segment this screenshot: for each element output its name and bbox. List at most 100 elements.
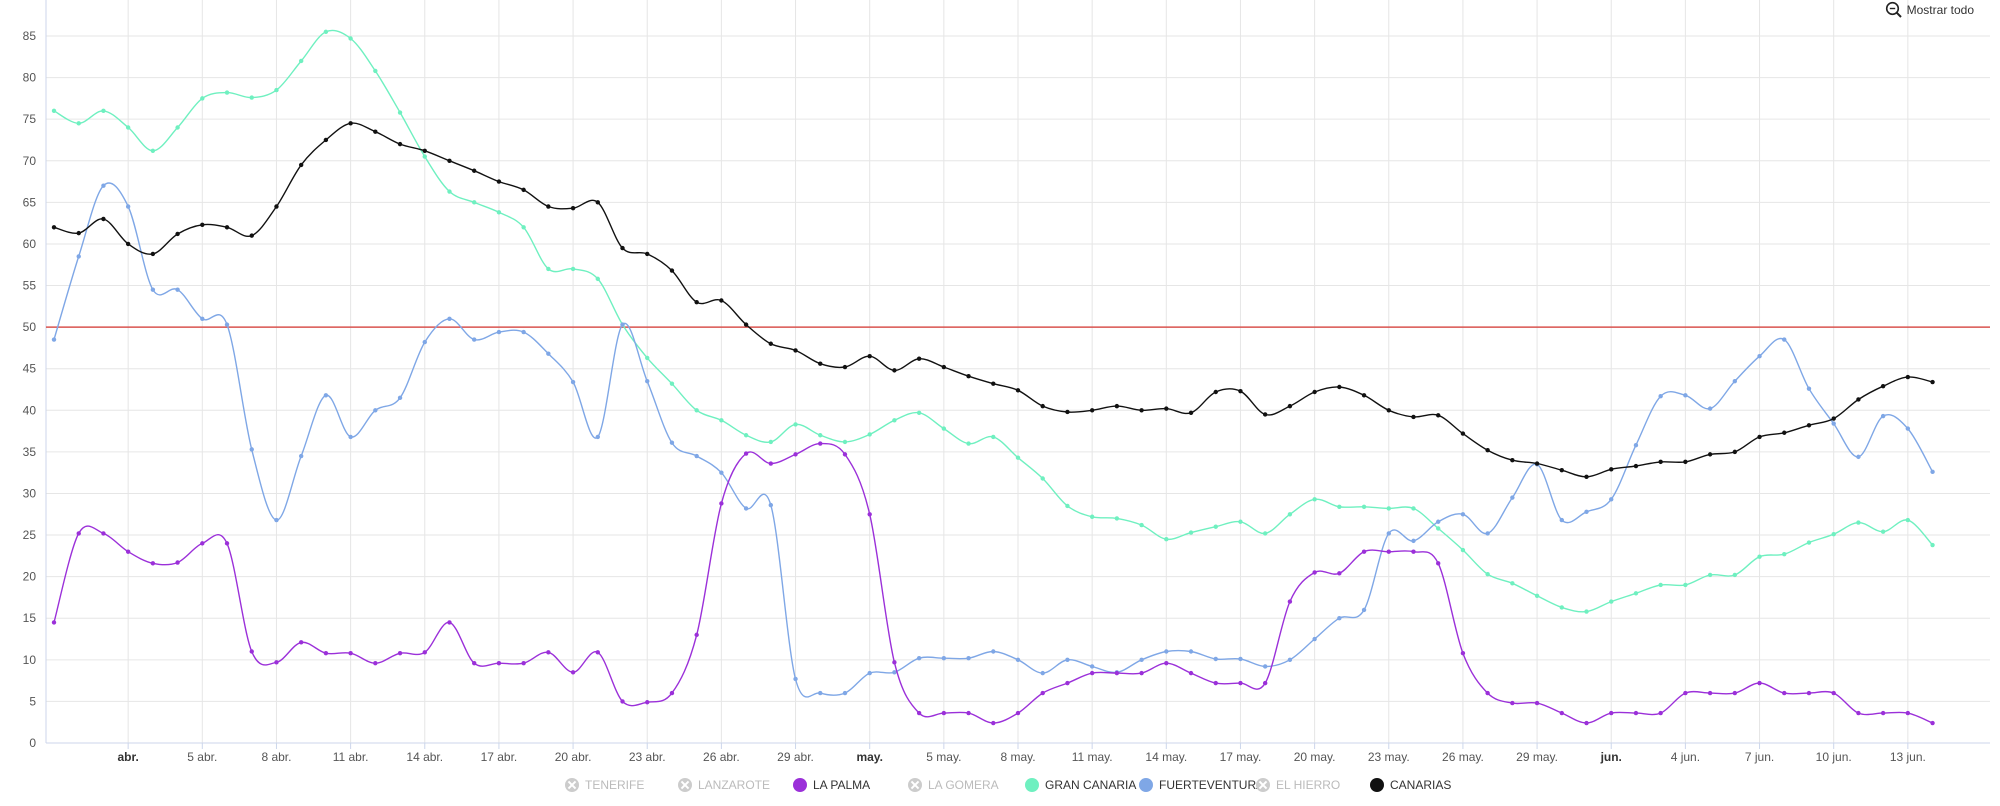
legend-label: LA GOMERA: [928, 778, 999, 792]
reset-zoom-button[interactable]: Mostrar todo: [1885, 0, 1974, 20]
data-point-la-palma: [1880, 710, 1886, 716]
data-point-canarias: [546, 204, 551, 209]
data-point-gran-canaria: [1782, 551, 1787, 557]
data-point-gran-canaria: [274, 87, 279, 93]
data-point-fuerteventura: [521, 329, 526, 335]
data-point-gran-canaria: [1262, 531, 1268, 536]
data-point-la-palma: [1411, 549, 1416, 554]
x-tick-label: abr.: [117, 750, 138, 764]
data-point-fuerteventura: [101, 183, 106, 188]
data-point-fuerteventura: [1757, 354, 1762, 359]
data-point-canarias: [1732, 449, 1738, 455]
data-point-canarias: [373, 129, 378, 134]
data-point-la-palma: [1732, 690, 1738, 696]
data-point-canarias: [472, 168, 477, 173]
data-point-gran-canaria: [1559, 605, 1564, 610]
data-point-gran-canaria: [1139, 522, 1144, 528]
data-point-canarias: [1040, 403, 1045, 409]
data-point-la-palma: [1757, 680, 1762, 686]
data-point-fuerteventura: [323, 393, 329, 398]
data-point-gran-canaria: [1213, 524, 1218, 529]
data-point-gran-canaria: [298, 58, 304, 64]
x-tick-label: 7 jun.: [1745, 750, 1774, 764]
legend-item-gran-canaria[interactable]: GRAN CANARIA: [1025, 778, 1136, 792]
data-point-fuerteventura: [719, 470, 724, 475]
y-tick-label: 25: [23, 528, 37, 542]
data-point-la-palma: [200, 541, 205, 546]
legend-item-tenerife[interactable]: TENERIFE: [565, 778, 644, 792]
data-point-la-palma: [1782, 690, 1787, 696]
data-point-la-palma: [1707, 690, 1713, 696]
data-point-gran-canaria: [76, 121, 81, 126]
data-point-fuerteventura: [1510, 495, 1515, 500]
data-point-gran-canaria: [1065, 503, 1070, 509]
data-point-fuerteventura: [76, 254, 81, 259]
data-point-fuerteventura: [1584, 509, 1589, 514]
data-point-la-palma: [447, 620, 452, 625]
legend-dot-icon: [1025, 778, 1039, 792]
data-point-gran-canaria: [570, 266, 576, 272]
data-point-canarias: [422, 148, 427, 153]
legend-label: LANZAROTE: [698, 778, 771, 792]
data-point-fuerteventura: [175, 287, 180, 292]
data-point-la-palma: [1188, 670, 1194, 676]
y-tick-label: 65: [23, 195, 37, 209]
legend-item-lanzarote[interactable]: LANZAROTE: [678, 778, 770, 792]
data-point-gran-canaria: [1905, 517, 1911, 523]
data-point-fuerteventura: [422, 339, 427, 345]
y-tick-label: 40: [23, 403, 37, 417]
data-point-gran-canaria: [916, 410, 922, 415]
data-point-la-palma: [125, 549, 131, 554]
data-point-fuerteventura: [1559, 517, 1564, 523]
data-point-la-palma: [1139, 670, 1144, 676]
data-point-canarias: [1658, 459, 1663, 465]
hidden-series-icon: [1256, 778, 1270, 792]
legend-item-la-palma[interactable]: LA PALMA: [793, 778, 870, 792]
data-point-la-palma: [1510, 700, 1515, 706]
data-point-gran-canaria: [1707, 572, 1713, 578]
data-point-fuerteventura: [546, 351, 551, 356]
data-point-fuerteventura: [1436, 519, 1441, 524]
data-point-fuerteventura: [1065, 657, 1070, 663]
data-point-la-palma: [1436, 561, 1441, 566]
data-point-la-palma: [1361, 549, 1367, 554]
data-point-canarias: [1683, 459, 1688, 465]
legend-item-fuerteventura[interactable]: FUERTEVENTURA: [1139, 778, 1264, 792]
y-tick-label: 35: [23, 445, 37, 459]
data-point-la-palma: [472, 660, 477, 666]
data-point-canarias: [1534, 461, 1540, 466]
y-tick-label: 55: [23, 279, 37, 293]
data-point-gran-canaria: [1534, 593, 1540, 598]
legend-item-canarias[interactable]: CANARIAS: [1370, 778, 1451, 792]
legend-label: LA PALMA: [813, 778, 871, 792]
data-point-gran-canaria: [249, 95, 254, 100]
data-point-gran-canaria: [793, 422, 798, 427]
data-point-fuerteventura: [125, 204, 131, 209]
data-point-la-palma: [1683, 690, 1688, 696]
data-point-fuerteventura: [1658, 393, 1663, 399]
x-tick-label: 29 abr.: [777, 750, 814, 764]
data-point-gran-canaria: [1015, 455, 1021, 460]
data-point-canarias: [892, 368, 897, 373]
legend-item-el-hierro[interactable]: EL HIERRO: [1256, 778, 1340, 792]
x-tick-label: 8 may.: [1000, 750, 1035, 764]
data-point-fuerteventura: [620, 322, 625, 327]
data-point-canarias: [1782, 430, 1787, 435]
data-point-la-palma: [1213, 680, 1218, 686]
data-point-canarias: [1609, 467, 1614, 472]
data-point-gran-canaria: [1188, 530, 1194, 535]
data-point-fuerteventura: [249, 447, 254, 452]
data-point-la-palma: [1831, 690, 1836, 696]
data-point-gran-canaria: [595, 276, 600, 282]
data-point-fuerteventura: [867, 670, 872, 676]
y-tick-label: 50: [23, 320, 37, 334]
data-point-canarias: [570, 205, 576, 211]
data-point-gran-canaria: [496, 210, 502, 215]
data-point-fuerteventura: [1856, 454, 1861, 460]
legend-label: EL HIERRO: [1276, 778, 1341, 792]
legend-item-la-gomera[interactable]: LA GOMERA: [908, 778, 999, 792]
data-point-la-palma: [595, 650, 600, 655]
data-point-canarias: [1831, 416, 1836, 421]
data-point-canarias: [1188, 410, 1194, 415]
data-point-canarias: [1262, 412, 1268, 417]
